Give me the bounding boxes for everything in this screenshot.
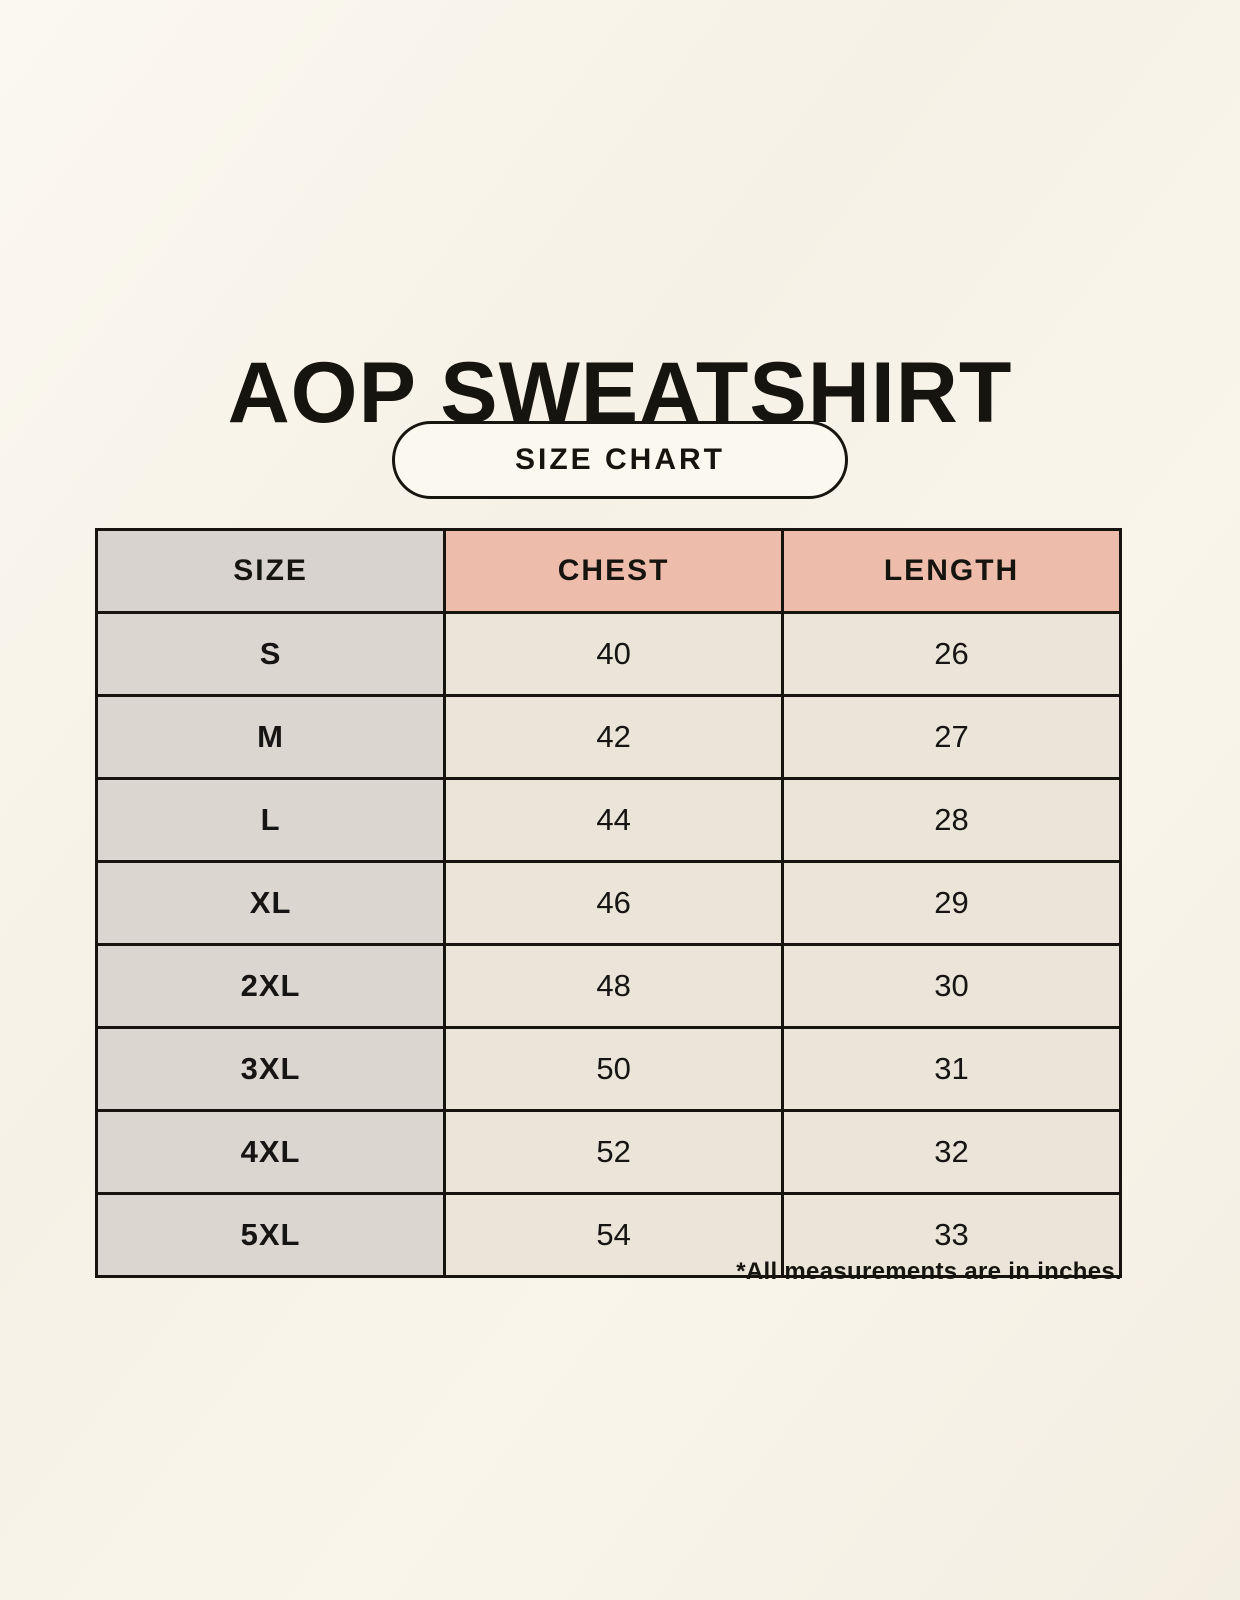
chest-cell: 42 [443,694,785,780]
size-cell: L [94,777,447,863]
chest-cell: 50 [443,1026,785,1112]
table-header-row: SIZE CHEST LENGTH [94,528,1122,614]
table-row: XL 46 29 [94,860,1122,946]
size-chart-badge: SIZE CHART [392,421,848,499]
size-cell: 3XL [94,1026,447,1112]
size-cell: XL [94,860,447,946]
column-header-length: LENGTH [781,528,1122,614]
chest-cell: 54 [443,1192,785,1278]
size-table: SIZE CHEST LENGTH S 40 26 M 42 27 L 44 2… [94,528,1122,1278]
table-row: S 40 26 [94,611,1122,697]
chest-cell: 48 [443,943,785,1029]
length-cell: 31 [781,1026,1122,1112]
size-cell: 5XL [94,1192,447,1278]
table-row: 4XL 52 32 [94,1109,1122,1195]
length-cell: 33 [781,1192,1122,1278]
length-cell: 29 [781,860,1122,946]
size-cell: M [94,694,447,780]
size-chart-badge-label: SIZE CHART [515,443,725,476]
table-row: L 44 28 [94,777,1122,863]
chest-cell: 46 [443,860,785,946]
length-cell: 27 [781,694,1122,780]
length-cell: 32 [781,1109,1122,1195]
table-row: M 42 27 [94,694,1122,780]
length-cell: 28 [781,777,1122,863]
size-cell: S [94,611,447,697]
table-row: 3XL 50 31 [94,1026,1122,1112]
column-header-chest: CHEST [443,528,785,614]
size-cell: 2XL [94,943,447,1029]
chest-cell: 44 [443,777,785,863]
length-cell: 26 [781,611,1122,697]
length-cell: 30 [781,943,1122,1029]
chest-cell: 52 [443,1109,785,1195]
column-header-size: SIZE [94,528,447,614]
table-row: 2XL 48 30 [94,943,1122,1029]
size-cell: 4XL [94,1109,447,1195]
measurements-footnote: *All measurements are in inches. [736,1258,1122,1285]
table-row: 5XL 54 33 [94,1192,1122,1278]
chest-cell: 40 [443,611,785,697]
